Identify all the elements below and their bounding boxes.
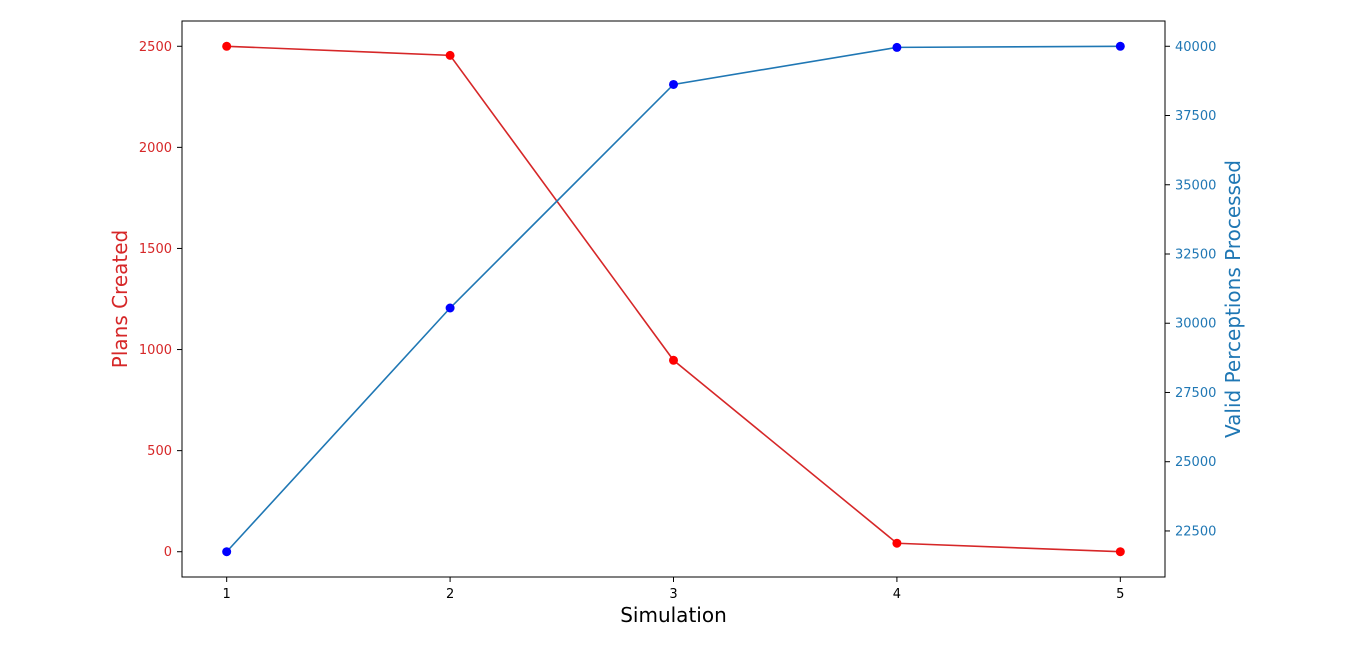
plot-area bbox=[181, 20, 1166, 578]
x-tick-label: 2 bbox=[446, 587, 454, 602]
plans-created-point bbox=[222, 41, 232, 51]
left-axis-label: Plans Created bbox=[108, 230, 132, 368]
left-y-tick-label: 2000 bbox=[139, 141, 172, 156]
right-y-tick-label: 37500 bbox=[1175, 109, 1216, 124]
valid-perceptions-point bbox=[892, 42, 902, 52]
x-axis: 1 2 3 4 5 bbox=[223, 577, 1124, 602]
left-y-axis: 0 500 1000 1500 2000 2500 bbox=[139, 40, 182, 560]
plans-created-point bbox=[1115, 547, 1125, 557]
right-y-tick-label: 40000 bbox=[1175, 40, 1216, 55]
left-y-tick-label: 2500 bbox=[139, 40, 172, 55]
right-y-tick-label: 22500 bbox=[1175, 524, 1216, 539]
x-tick-label: 4 bbox=[893, 587, 901, 602]
valid-perceptions-point bbox=[222, 547, 232, 557]
right-y-tick-label: 35000 bbox=[1175, 178, 1216, 193]
x-tick-label: 3 bbox=[669, 587, 677, 602]
valid-perceptions-point bbox=[445, 303, 455, 313]
left-y-tick-label: 1000 bbox=[139, 343, 172, 358]
right-y-tick-label: 32500 bbox=[1175, 247, 1216, 262]
right-y-axis: 22500 25000 27500 30000 32500 35000 37500 40000 bbox=[1165, 40, 1216, 539]
valid-perceptions-point bbox=[669, 79, 678, 89]
plans-created-point bbox=[445, 50, 455, 60]
left-y-tick-label: 1500 bbox=[139, 242, 172, 257]
left-y-tick-label: 500 bbox=[147, 444, 172, 459]
plans-created-point bbox=[669, 355, 678, 365]
left-y-tick-label: 0 bbox=[164, 545, 172, 560]
valid-perceptions-point bbox=[1115, 41, 1125, 51]
right-y-tick-label: 25000 bbox=[1175, 455, 1216, 470]
x-axis-label: Simulation bbox=[620, 603, 727, 627]
right-y-tick-label: 30000 bbox=[1175, 317, 1216, 332]
right-y-tick-label: 27500 bbox=[1175, 386, 1216, 401]
x-tick-label: 1 bbox=[223, 587, 231, 602]
plans-created-point bbox=[892, 538, 902, 548]
right-axis-label: Valid Perceptions Processed bbox=[1221, 160, 1245, 438]
x-tick-label: 5 bbox=[1116, 587, 1124, 602]
series-layer bbox=[222, 41, 1125, 557]
